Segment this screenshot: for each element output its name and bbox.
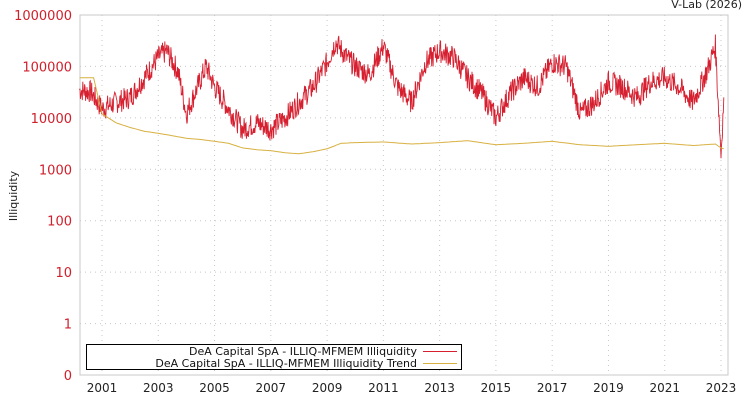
x-tick-label: 2015	[481, 381, 512, 395]
legend-label: DeA Capital SpA - ILLIQ-MFMEM Illiquidit…	[155, 356, 417, 370]
x-tick-label: 2001	[87, 381, 118, 395]
x-tick-label: 2011	[368, 381, 399, 395]
y-tick-label: 1	[64, 318, 72, 333]
legend-swatch-gold	[423, 362, 457, 364]
x-tick-label: 2023	[706, 381, 737, 395]
y-tick-label: 100000	[22, 60, 72, 75]
illiquidity-line	[79, 34, 725, 159]
legend-item-trend: DeA Capital SpA - ILLIQ-MFMEM Illiquidit…	[155, 356, 457, 370]
series-lines	[79, 34, 725, 159]
y-tick-label: 1000000	[14, 9, 72, 24]
y-tick-label: 1000	[39, 163, 72, 178]
x-tick-label: 2003	[143, 381, 174, 395]
legend-label: DeA Capital SpA - ILLIQ-MFMEM Illiquidit…	[189, 344, 417, 358]
x-tick-label: 2013	[424, 381, 455, 395]
plot-area-frame	[79, 14, 729, 376]
y-tick-label: 10000	[31, 112, 72, 127]
illiquidity-trend-line	[79, 77, 724, 155]
y-axis-label: Illiquidity	[7, 170, 20, 221]
y-tick-label: 100	[47, 215, 72, 230]
x-tick-label: 2017	[537, 381, 568, 395]
x-tick-label: 2009	[312, 381, 343, 395]
y-tick-label: 10	[55, 266, 72, 281]
x-tick-label: 2019	[593, 381, 624, 395]
legend-swatch-red	[423, 350, 457, 352]
legend-item-illiquidity: DeA Capital SpA - ILLIQ-MFMEM Illiquidit…	[189, 344, 457, 358]
x-axis-ticks: 2001 2003 2005 2007 2009 2011 2013 2015 2017 2019…	[87, 381, 737, 395]
x-tick-label: 2005	[199, 381, 230, 395]
credit-label: V-Lab (2026)	[671, 0, 742, 11]
x-tick-label: 2021	[649, 381, 680, 395]
legend: DeA Capital SpA - ILLIQ-MFMEM Illiquidit…	[86, 344, 462, 370]
y-tick-label: 0	[64, 369, 72, 384]
x-tick-label: 2007	[256, 381, 287, 395]
